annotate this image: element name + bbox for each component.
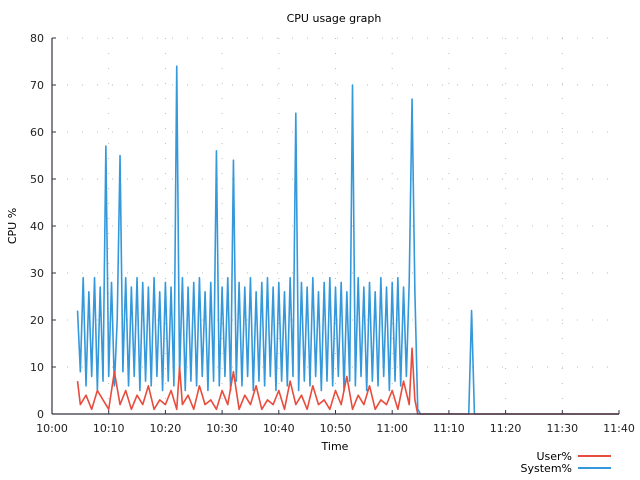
y-tick-label: 80 [30, 32, 44, 45]
axes [51, 38, 619, 415]
series-line-user [76, 347, 619, 415]
y-tick-label: 0 [37, 408, 44, 421]
legend-label-system: System% [521, 462, 572, 475]
x-axis-label: Time [321, 440, 349, 453]
x-tick-label: 11:40 [603, 422, 635, 435]
grid [52, 37, 619, 414]
y-axis-label: CPU % [6, 208, 19, 244]
y-tick-label: 60 [30, 126, 44, 139]
x-tick-label: 10:20 [150, 422, 182, 435]
x-tick-label: 11:10 [433, 422, 465, 435]
y-tick-label: 20 [30, 314, 44, 327]
legend-label-user: User% [536, 450, 572, 463]
y-tick-label: 30 [30, 267, 44, 280]
x-tick-label: 10:10 [93, 422, 125, 435]
chart-title: CPU usage graph [287, 12, 382, 25]
y-tick-label: 10 [30, 361, 44, 374]
legend: User% System% [521, 450, 611, 475]
x-tick-label: 10:00 [36, 422, 68, 435]
ticks: 0 10 20 30 40 50 60 70 80 10:00 10:10 10:20 10:30 10:… [30, 32, 635, 435]
y-tick-label: 70 [30, 79, 44, 92]
x-tick-label: 11:20 [490, 422, 522, 435]
series-line-system [76, 65, 619, 415]
series-layer [76, 65, 619, 415]
x-tick-label: 10:30 [206, 422, 238, 435]
y-tick-label: 40 [30, 220, 44, 233]
x-tick-label: 10:40 [263, 422, 295, 435]
x-tick-label: 11:00 [376, 422, 408, 435]
x-tick-label: 11:30 [546, 422, 578, 435]
y-tick-label: 50 [30, 173, 44, 186]
x-tick-label: 10:50 [320, 422, 352, 435]
